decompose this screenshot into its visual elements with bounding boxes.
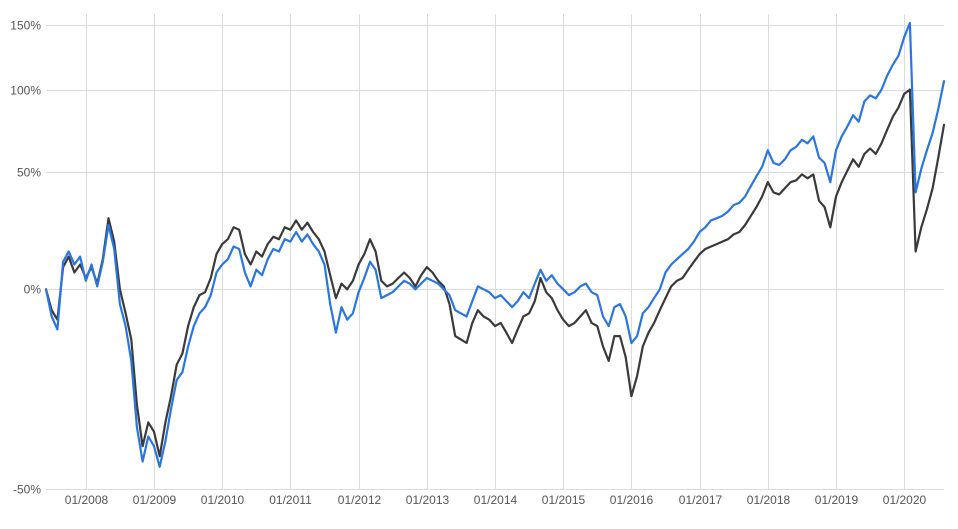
- x-tick-label: 01/2018: [747, 493, 791, 507]
- x-axis-labels: 01/2008 01/2009 01/2010 01/2011 01/2012 01/20…: [65, 493, 927, 507]
- y-axis-labels: 150% 100% 50% 0% -50%: [10, 19, 41, 497]
- x-tick-label: 01/2008: [65, 493, 109, 507]
- x-tick-label: 01/2014: [474, 493, 518, 507]
- x-tick-label: 01/2009: [133, 493, 177, 507]
- x-gridlines: [86, 14, 905, 489]
- x-tick-label: 01/2019: [815, 493, 859, 507]
- series-layer: [44, 21, 946, 468]
- y-tick-label: -50%: [13, 483, 41, 497]
- y-tick-label: 100%: [10, 84, 41, 98]
- x-tick-label: 01/2013: [406, 493, 450, 507]
- series-line-1: [44, 21, 946, 468]
- x-tick-label: 01/2015: [542, 493, 586, 507]
- y-tick-label: 150%: [10, 19, 41, 33]
- y-tick-label: 50%: [17, 166, 41, 180]
- y-tick-label: 0%: [24, 283, 42, 297]
- x-tick-label: 01/2016: [610, 493, 654, 507]
- series-line-2: [44, 88, 946, 458]
- x-tick-label: 01/2020: [883, 493, 927, 507]
- x-tick-label: 01/2011: [269, 493, 312, 507]
- x-tick-label: 01/2010: [201, 493, 245, 507]
- x-tick-label: 01/2012: [338, 493, 382, 507]
- x-tick-label: 01/2017: [679, 493, 723, 507]
